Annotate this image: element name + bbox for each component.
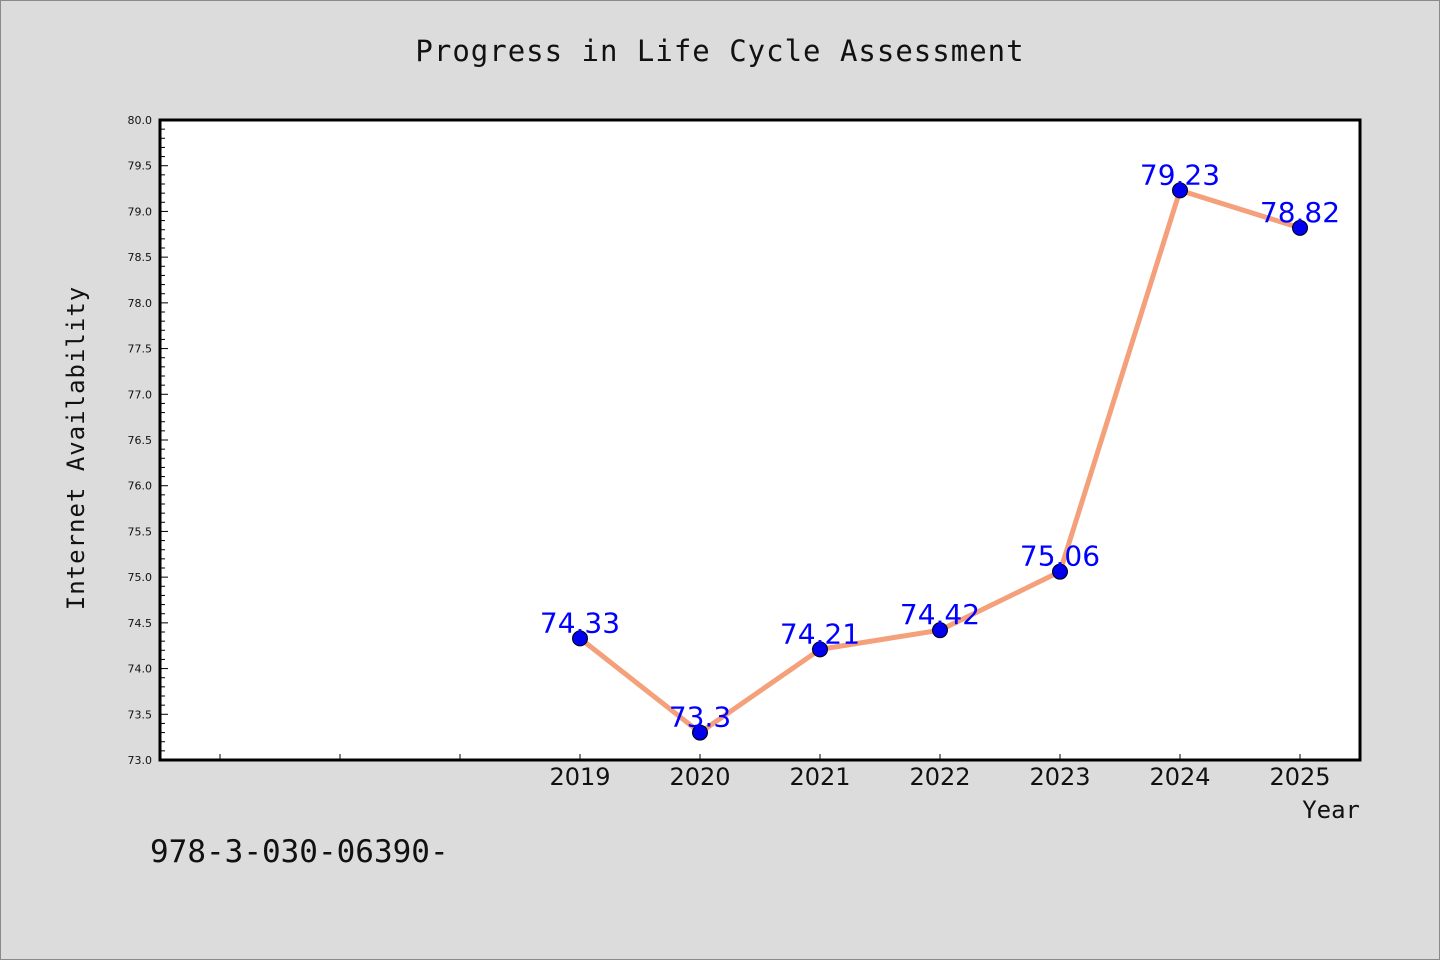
data-point <box>692 724 708 741</box>
data-labels-group: 74.33 73.3 74.21 74.42 75.06 79.23 78.82 <box>540 158 1340 733</box>
x-tick-label: 2020 <box>669 763 730 791</box>
y-tick-label: 73.0 <box>128 754 153 767</box>
y-tick-label: 74.0 <box>128 663 153 676</box>
y-tick-label: 74.5 <box>128 617 153 630</box>
y-tick-label: 79.5 <box>128 160 153 173</box>
plot-area <box>158 118 1362 762</box>
data-label: 75.06 <box>1020 540 1100 573</box>
data-point <box>572 630 588 647</box>
series-markers-group <box>572 182 1308 741</box>
x-tick-label: 2019 <box>549 763 610 791</box>
y-tick-label: 76.5 <box>128 434 153 447</box>
data-point <box>932 622 948 639</box>
y-tick-label: 75.5 <box>128 525 153 538</box>
data-point <box>1292 219 1308 236</box>
y-axis-ticks: 73.0 73.5 74.0 74.5 75.0 75.5 76.0 76.5 77.0 77.5… <box>128 114 168 767</box>
data-label: 74.21 <box>780 617 860 650</box>
data-point <box>1172 182 1188 199</box>
x-axis-ticks: 2019 2020 2021 2022 2023 2024 2025 <box>219 754 1331 791</box>
chart-title: Progress in Life Cycle Assessment <box>415 34 1025 68</box>
data-label: 78.82 <box>1260 196 1340 229</box>
data-label: 79.23 <box>1140 158 1220 191</box>
x-tick-label: 2022 <box>909 763 970 791</box>
y-tick-label: 73.5 <box>128 708 153 721</box>
y-tick-label: 79.0 <box>128 205 153 218</box>
y-tick-label: 78.5 <box>128 251 153 264</box>
x-tick-label: 2023 <box>1029 763 1090 791</box>
x-axis-label: Year <box>1302 796 1360 824</box>
y-tick-label: 77.0 <box>128 388 153 401</box>
y-tick-label: 75.0 <box>128 571 153 584</box>
data-label: 74.42 <box>900 598 980 631</box>
data-point <box>812 641 828 658</box>
data-point <box>1052 563 1068 580</box>
footnote-text: 978-3-030-06390- <box>150 834 449 870</box>
x-tick-label: 2021 <box>789 763 850 791</box>
y-tick-label: 78.0 <box>128 297 153 310</box>
data-label: 74.33 <box>540 606 620 639</box>
y-tick-label: 80.0 <box>128 114 153 127</box>
x-tick-label: 2024 <box>1149 763 1210 791</box>
x-tick-label: 2025 <box>1269 763 1330 791</box>
y-tick-label: 76.0 <box>128 480 153 493</box>
y-tick-label: 77.5 <box>128 343 153 356</box>
data-label: 73.3 <box>669 701 731 734</box>
